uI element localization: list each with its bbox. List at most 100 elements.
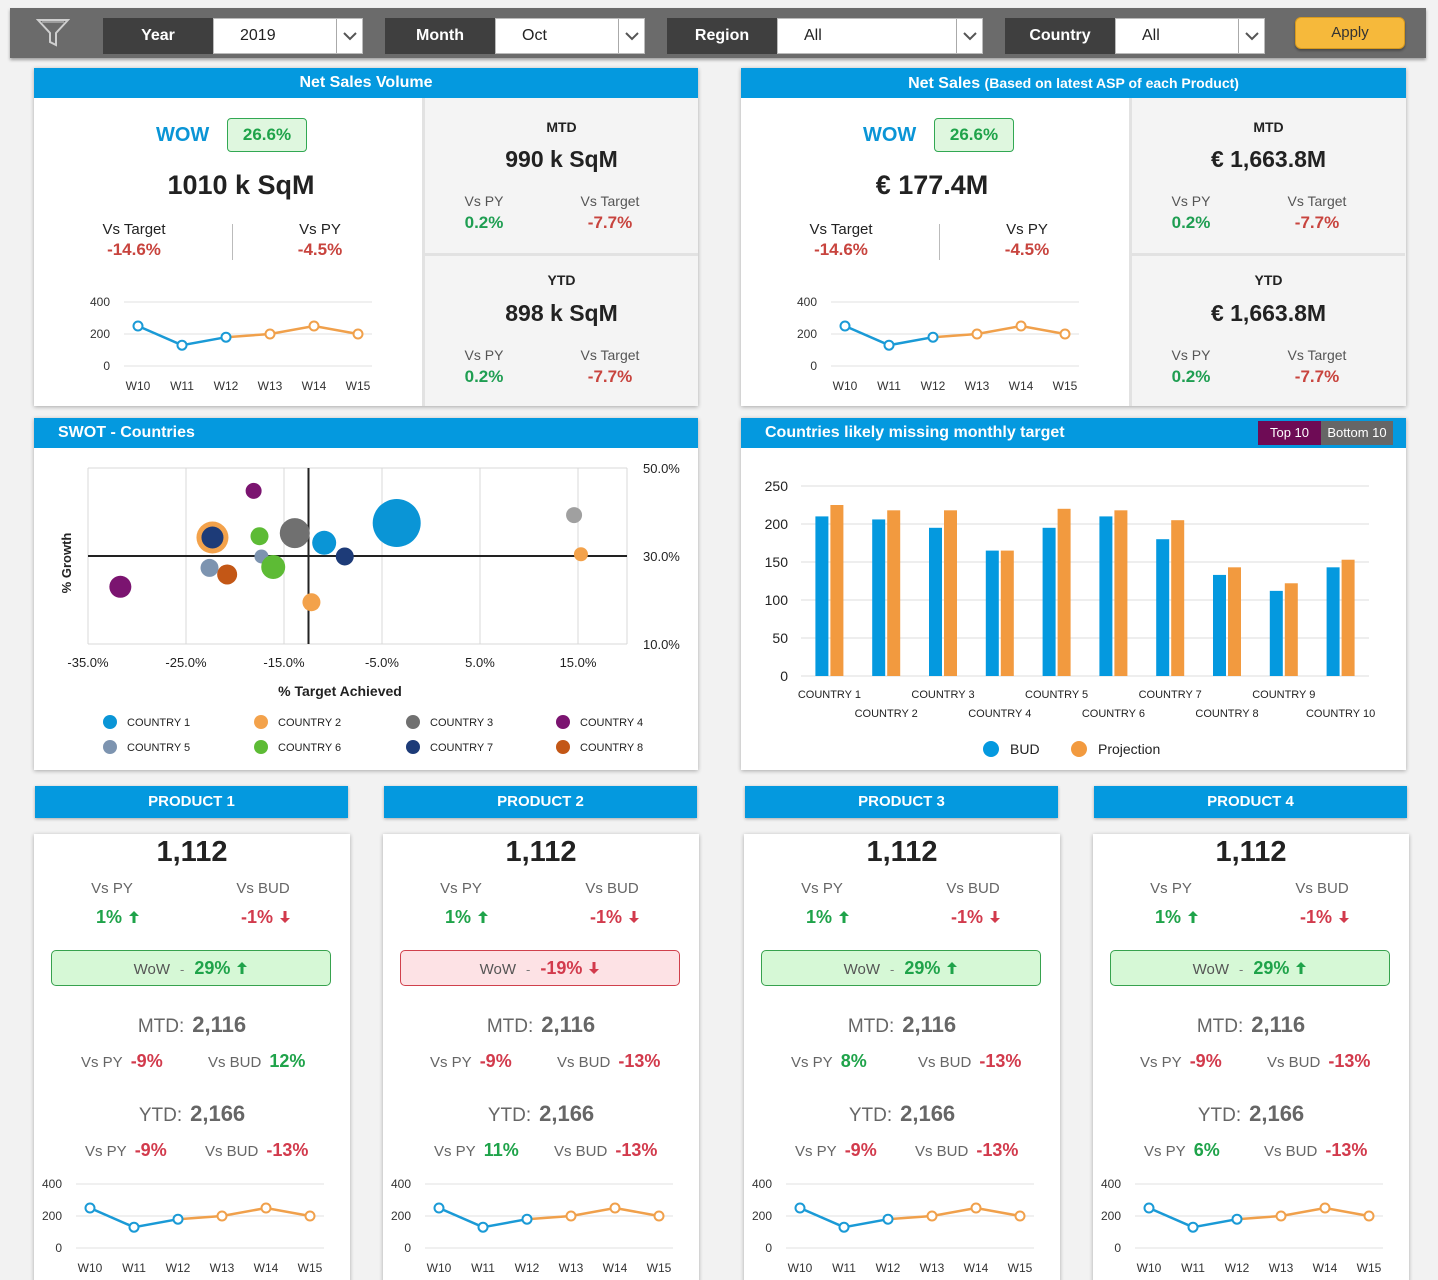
x-tick-label: W12	[166, 1261, 191, 1275]
mtd-vs-py-value: -9%	[1189, 1051, 1222, 1071]
scatter-point[interactable]	[201, 526, 224, 549]
ytd-vs-py-value: -9%	[844, 1140, 877, 1160]
bar[interactable]	[1341, 559, 1355, 676]
ytd-vs-py-label: Vs PY	[1171, 347, 1211, 363]
mtd-label: MTD:	[486, 1016, 534, 1037]
legend-label: COUNTRY 1	[127, 717, 190, 729]
scatter-point[interactable]	[566, 507, 583, 524]
scatter-point[interactable]	[302, 593, 321, 612]
scatter-point[interactable]	[217, 564, 238, 585]
y-tick-label: 400	[391, 1177, 411, 1191]
bar[interactable]	[1000, 550, 1014, 676]
ytd-value: 2,166	[900, 1101, 956, 1126]
bar[interactable]	[1057, 508, 1071, 676]
ytd-vs-py-value: 11%	[483, 1140, 519, 1160]
scatter-point[interactable]	[245, 482, 262, 499]
scatter-point[interactable]	[200, 558, 219, 577]
chevron-down-icon[interactable]	[618, 19, 644, 53]
wow-value: 29%	[194, 958, 231, 978]
line-point	[1231, 1213, 1243, 1225]
month-select[interactable]: Oct	[495, 18, 645, 54]
y-tick-label: 100	[765, 592, 789, 608]
vs-py-label: Vs PY	[81, 1054, 123, 1071]
bar[interactable]	[1228, 567, 1241, 676]
scatter-point[interactable]	[109, 575, 132, 598]
bar[interactable]	[1284, 583, 1298, 676]
line-point	[1015, 320, 1027, 332]
chevron-down-icon[interactable]	[956, 19, 982, 53]
year-select[interactable]: 2019	[213, 18, 363, 54]
y-tick-label: 200	[90, 327, 110, 341]
y-tick-label: 200	[391, 1209, 411, 1223]
x-tick-label: COUNTRY 4	[968, 708, 1031, 720]
scatter-point[interactable]	[335, 547, 354, 566]
bar[interactable]	[815, 516, 829, 676]
bar[interactable]	[1269, 590, 1283, 676]
top-10-toggle[interactable]: Top 10	[1258, 421, 1321, 445]
country-select[interactable]: All	[1115, 18, 1265, 54]
wow-label: WoW	[843, 961, 880, 978]
scatter-point[interactable]	[261, 555, 286, 579]
arrow-up-icon	[478, 911, 488, 923]
vs-bud-label: Vs BUD	[1295, 880, 1349, 897]
legend-label: COUNTRY 8	[580, 742, 643, 754]
divider	[1132, 253, 1405, 256]
bar[interactable]	[944, 510, 957, 676]
region-select[interactable]: All	[777, 18, 983, 54]
vs-py-label: Vs PY	[801, 880, 843, 897]
weekly-trend-chart: 0 200 400 W10 W11 W12 W13 W14 W15	[797, 295, 1079, 393]
ytd-vs-target-label: Vs Target	[1287, 347, 1347, 363]
ytd-row: YTD: 2,166	[1093, 1101, 1409, 1127]
bar[interactable]	[1114, 510, 1128, 676]
x-tick-label: W10	[788, 1261, 813, 1275]
product-value: 1,112	[1215, 836, 1287, 868]
scatter-point[interactable]	[250, 527, 269, 546]
apply-button[interactable]: Apply	[1295, 17, 1405, 49]
bar[interactable]	[1213, 574, 1226, 676]
arrow-up-icon	[1188, 911, 1198, 923]
line-point	[132, 320, 144, 332]
wow-badge: 26.6%	[227, 118, 307, 152]
line-point	[1014, 1210, 1026, 1222]
product-card: 1,112 Vs PY Vs BUD 1% -1% WoW -29% MTD: 2,…	[1093, 834, 1409, 1280]
panel-title-main: Net Sales	[908, 75, 985, 92]
bar[interactable]	[830, 505, 844, 676]
net-sales-volume-panel: Net Sales Volume WOW 26.6% 1010 k SqM Vs…	[34, 68, 698, 406]
filter-icon[interactable]	[36, 17, 70, 49]
bar[interactable]	[985, 550, 999, 676]
y-tick-label: 200	[1101, 1209, 1121, 1223]
vs-bud-label: Vs BUD	[554, 1143, 608, 1160]
x-tick-label: W13	[210, 1261, 235, 1275]
legend-label: Projection	[1098, 741, 1160, 757]
mtd-ytd-area	[422, 98, 698, 406]
bar[interactable]	[887, 510, 901, 676]
ytd-vs-py: Vs PY 6%	[1144, 1140, 1220, 1161]
scatter-point[interactable]	[372, 499, 421, 547]
scatter-point[interactable]	[279, 518, 310, 549]
projection-line	[932, 324, 1066, 339]
chevron-down-icon[interactable]	[336, 19, 362, 53]
x-tick-label: W15	[346, 379, 371, 393]
arrow-down-icon	[589, 962, 600, 974]
bar[interactable]	[872, 519, 886, 676]
wow-box: WoW -29%	[761, 950, 1041, 986]
x-tick-label: W15	[647, 1261, 672, 1275]
bottom-10-toggle[interactable]: Bottom 10	[1321, 421, 1393, 445]
mtd-vs-py: Vs PY -9%	[81, 1051, 163, 1072]
ytd-label: YTD	[1254, 272, 1283, 288]
vs-bud-value-text: -1%	[1299, 907, 1332, 927]
product-value: 1,112	[866, 836, 938, 868]
legend-marker	[983, 741, 999, 757]
vs-py-value: 1%	[58, 907, 178, 928]
bar[interactable]	[1171, 520, 1185, 676]
bar[interactable]	[1042, 527, 1056, 676]
bar[interactable]	[929, 527, 942, 676]
scatter-point[interactable]	[573, 547, 588, 562]
bar[interactable]	[1326, 567, 1340, 676]
chevron-down-icon[interactable]	[1238, 19, 1264, 53]
bar[interactable]	[1156, 539, 1170, 676]
bar[interactable]	[1099, 516, 1113, 676]
ytd-vs-bud-value: -13%	[615, 1140, 658, 1160]
x-tick-label: W12	[515, 1261, 540, 1275]
scatter-point[interactable]	[312, 530, 337, 555]
